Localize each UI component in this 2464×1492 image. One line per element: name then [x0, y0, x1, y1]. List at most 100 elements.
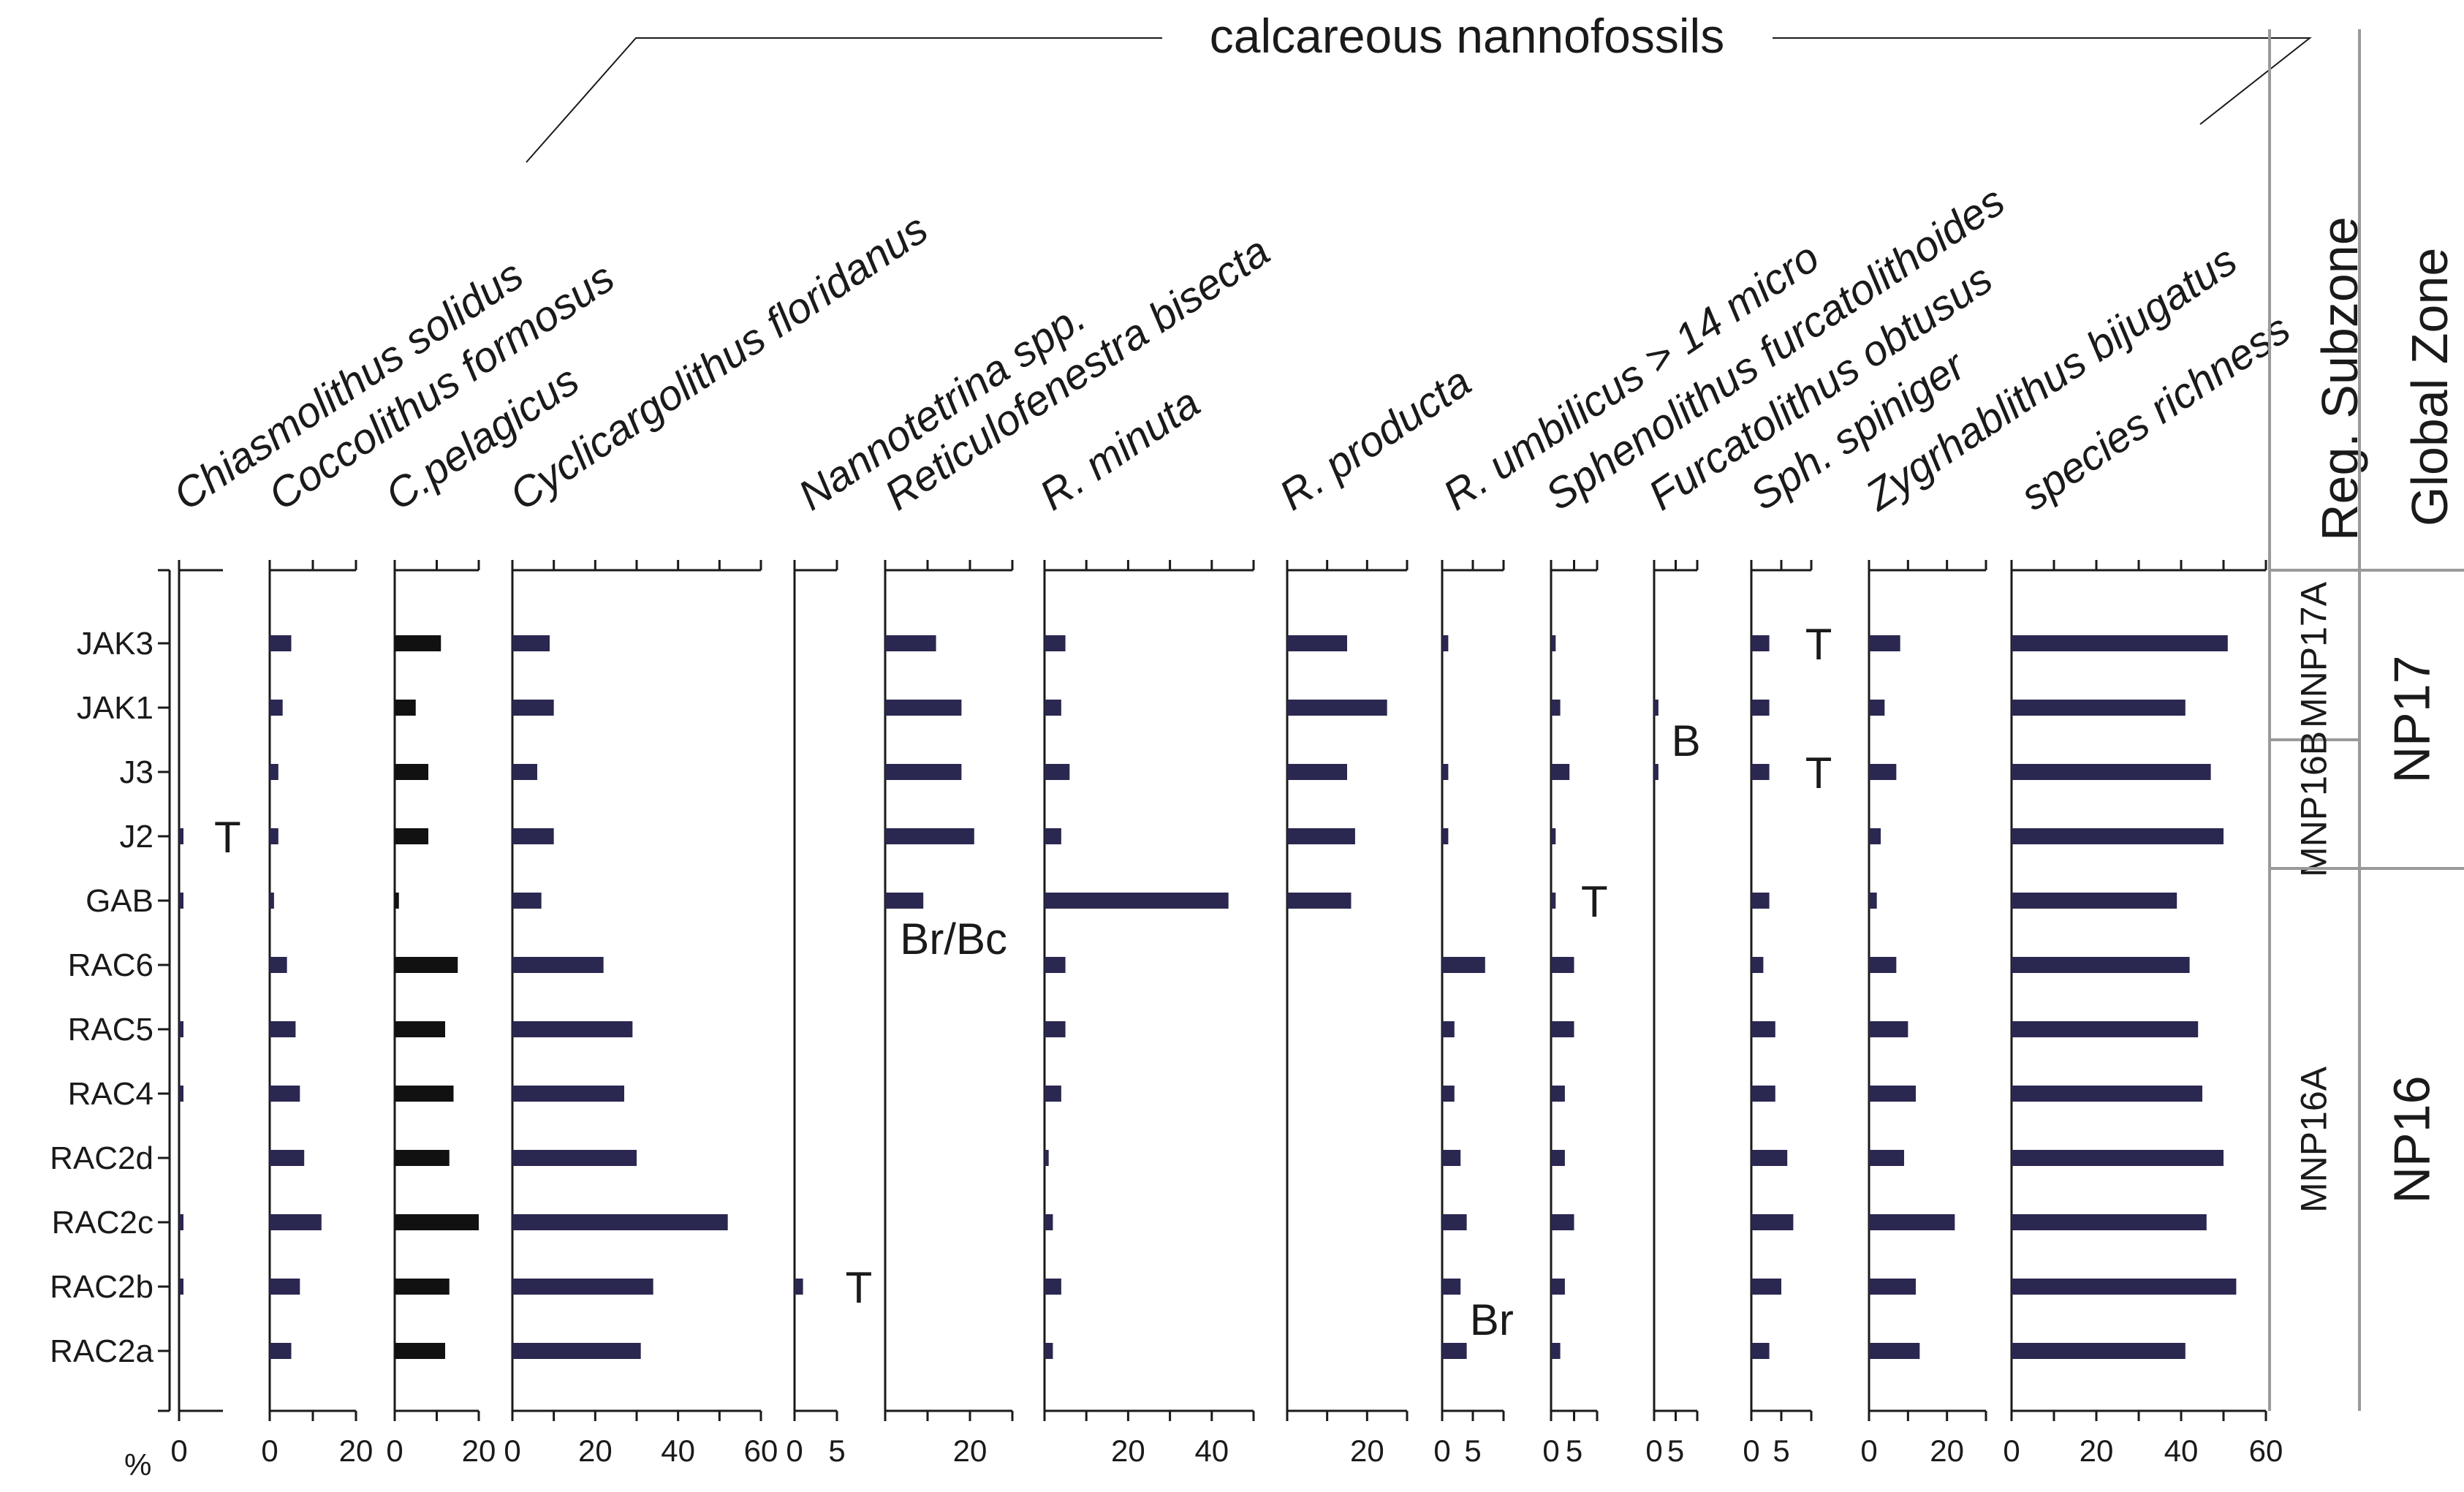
chart-title: calcareous nannofossils	[1210, 9, 1724, 63]
sphenolithus-furcatolithoides-bar	[1551, 1086, 1565, 1102]
species-richness-bar	[2012, 700, 2186, 716]
sphenolithus-furcatolithoides-bar	[1551, 1343, 1561, 1359]
coccolithus-formosus-bar	[270, 1086, 300, 1102]
cyclicargolithus-floridanus-bar	[512, 764, 537, 780]
chiasmolithus-solidus-bar	[179, 1021, 183, 1037]
chiasmolithus-solidus-bar	[179, 1086, 183, 1102]
c-pelagicus-bar	[395, 1086, 454, 1102]
sph-spiniger-bar	[1751, 700, 1770, 716]
r-minuta-bar	[1045, 828, 1061, 844]
sphenolithus-furcatolithoides-bar	[1551, 828, 1556, 844]
r-producta-bar	[1287, 764, 1347, 780]
r-minuta-bar	[1045, 764, 1070, 780]
species-richness-bar	[2012, 1150, 2224, 1166]
furcatolithus-obtusus-tick-label: 0	[1645, 1434, 1662, 1468]
coccolithus-formosus-bar	[270, 635, 292, 651]
sample-label: RAC2b	[50, 1269, 153, 1305]
sphenolithus-furcatolithoides-bar	[1551, 1150, 1565, 1166]
furcatolithus-obtusus-bar	[1654, 700, 1659, 716]
sph-spiniger-bar	[1751, 635, 1770, 651]
r-producta-bar	[1287, 700, 1387, 716]
r-umbilicus-14-micro-bar	[1442, 1150, 1461, 1166]
header-bracket-right	[1773, 37, 2312, 125]
r-producta-bar	[1287, 893, 1352, 909]
zygrhablithus-bijugatus-bar	[1869, 1214, 1955, 1230]
chiasmolithus-solidus-bar	[179, 1279, 183, 1295]
r-minuta-bar	[1045, 1279, 1061, 1295]
cyclicargolithus-floridanus-tick-label: 40	[661, 1434, 695, 1468]
reticulofenestra-bisecta-marker: Br/Bc	[900, 914, 1007, 963]
c-pelagicus-bar	[395, 764, 428, 780]
species-axes: 0 0 20 0 20 0 20 40 60 0 5 20 20 40 20 0 5 0 5 0 5 0 5 0 20 0 20 40…	[170, 560, 2283, 1468]
cyclicargolithus-floridanus-bar	[512, 1343, 641, 1359]
cyclicargolithus-floridanus-tick-label: 60	[744, 1434, 778, 1468]
r-umbilicus-14-micro-bar	[1442, 1343, 1467, 1359]
global-zone-label: NP17	[2384, 655, 2441, 783]
sphenolithus-furcatolithoides-bar	[1551, 1214, 1574, 1230]
r-producta-bar	[1287, 828, 1355, 844]
coccolithus-formosus-bar	[270, 764, 278, 780]
zygrhablithus-bijugatus-bar	[1869, 764, 1897, 780]
coccolithus-formosus-bar	[270, 1150, 305, 1166]
coccolithus-formosus-tick-label: 0	[261, 1434, 278, 1468]
cyclicargolithus-floridanus-bar	[512, 957, 604, 973]
event-markers: T T Br/Bc Br T B T T	[214, 620, 1832, 1344]
reticulofenestra-bisecta-tick-label: 20	[953, 1434, 988, 1468]
c-pelagicus-bar	[395, 957, 458, 973]
zygrhablithus-bijugatus-tick-label: 0	[1860, 1434, 1877, 1468]
r-umbilicus-14-micro-bar	[1442, 957, 1485, 973]
species-richness-bar	[2012, 1279, 2237, 1295]
zone-columns: Reg. Subzone Global Zone MNP17AMNP16BMNP…	[2268, 29, 2464, 1411]
sph-spiniger-tick-label: 0	[1743, 1434, 1759, 1468]
r-minuta-bar	[1045, 1021, 1066, 1037]
cyclicargolithus-floridanus-bar	[512, 1214, 728, 1230]
r-minuta-bar	[1045, 1086, 1061, 1102]
coccolithus-formosus-bar	[270, 957, 287, 973]
zygrhablithus-bijugatus-bar	[1869, 700, 1885, 716]
coccolithus-formosus-bar	[270, 1214, 322, 1230]
r-umbilicus-14-micro-bar	[1442, 828, 1449, 844]
r-minuta-bar	[1045, 893, 1229, 909]
cyclicargolithus-floridanus-bar	[512, 1021, 633, 1037]
r-minuta-bar	[1045, 1343, 1053, 1359]
r-umbilicus-14-micro-marker: Br	[1470, 1295, 1514, 1344]
r-minuta-tick-label: 40	[1194, 1434, 1229, 1468]
sph-spiniger-bar	[1751, 1214, 1794, 1230]
sph-spiniger-bar	[1751, 1086, 1775, 1102]
sph-spiniger-bar	[1751, 1279, 1781, 1295]
sphenolithus-furcatolithoides-tick-label: 0	[1542, 1434, 1559, 1468]
sample-label: JAK3	[77, 626, 153, 662]
r-producta-bar	[1287, 635, 1347, 651]
sph-spiniger-bar	[1751, 1021, 1775, 1037]
species-richness-bar	[2012, 1214, 2207, 1230]
species-richness-bar	[2012, 957, 2190, 973]
sphenolithus-furcatolithoides-bar	[1551, 893, 1556, 909]
c-pelagicus-bar	[395, 635, 441, 651]
cyclicargolithus-floridanus-bar	[512, 700, 554, 716]
zygrhablithus-bijugatus-bar	[1869, 635, 1900, 651]
regional-subzone-label: MNP16A	[2294, 1066, 2335, 1213]
r-umbilicus-14-micro-bar	[1442, 1021, 1455, 1037]
sample-label: RAC2a	[50, 1333, 153, 1369]
global-zone-header: Global Zone	[2401, 248, 2458, 526]
zygrhablithus-bijugatus-bar	[1869, 1279, 1916, 1295]
sample-label: RAC6	[68, 947, 153, 983]
bar-marks	[179, 635, 2237, 1359]
r-umbilicus-14-micro-tick-label: 5	[1464, 1434, 1481, 1468]
c-pelagicus-bar	[395, 1214, 479, 1230]
chiasmolithus-solidus-tick-label: 0	[170, 1434, 187, 1468]
r-minuta-bar	[1045, 1214, 1053, 1230]
sample-label: RAC2d	[50, 1140, 153, 1176]
regional-subzone-label: MNP17A	[2294, 581, 2335, 728]
sph-spiniger-marker: T	[1805, 749, 1832, 798]
sphenolithus-furcatolithoides-bar	[1551, 957, 1574, 973]
coccolithus-formosus-bar	[270, 1279, 300, 1295]
c-pelagicus-tick-label: 20	[462, 1434, 496, 1468]
zygrhablithus-bijugatus-bar	[1869, 893, 1877, 909]
sample-label: J2	[120, 819, 153, 855]
sphenolithus-furcatolithoides-bar	[1551, 1279, 1565, 1295]
sample-label: RAC4	[68, 1076, 153, 1112]
c-pelagicus-bar	[395, 828, 428, 844]
r-minuta-bar	[1045, 700, 1061, 716]
